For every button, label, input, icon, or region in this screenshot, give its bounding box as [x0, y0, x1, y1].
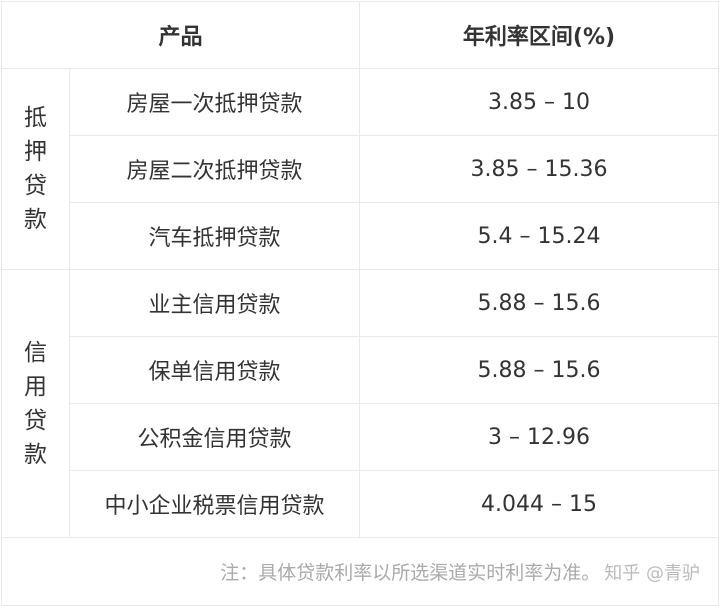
table-row: 中小企业税票信用贷款 4.044 – 15	[2, 470, 719, 538]
product-cell: 房屋二次抵押贷款	[68, 135, 361, 203]
table-row: 房屋二次抵押贷款 3.85 – 15.36	[2, 135, 719, 203]
rate-cell: 5.88 – 15.6	[359, 336, 719, 404]
header-row: 产品 年利率区间(%)	[0, 1, 719, 69]
table-row: 信 用 贷 款 业主信用贷款 5.88 – 15.6	[1, 269, 719, 538]
category-mortgage-loan: 抵 押 贷 款	[1, 68, 70, 270]
rate-cell: 4.044 – 15	[359, 470, 719, 538]
rate-cell: 5.4 – 15.24	[359, 202, 719, 270]
category-char: 贷	[24, 173, 47, 199]
category-char: 信	[24, 339, 47, 366]
rate-cell: 3.85 – 10	[359, 68, 719, 136]
product-cell: 业主信用贷款	[68, 269, 361, 337]
header-rate-range: 年利率区间(%)	[359, 1, 719, 69]
header-product: 产品	[0, 1, 361, 69]
product-cell: 汽车抵押贷款	[68, 202, 361, 270]
table-row: 公积金信用贷款 3 – 12.96	[2, 403, 719, 471]
footer-row: 注：具体贷款利率以所选渠道实时利率为准。 知乎 @青驴	[1, 537, 719, 606]
table-row: 汽车抵押贷款 5.4 – 15.24	[2, 202, 719, 270]
table-row: 保单信用贷款 5.88 – 15.6	[2, 336, 719, 404]
category-char: 用	[24, 373, 47, 400]
rate-cell: 3 – 12.96	[359, 403, 719, 471]
rate-cell: 3.85 – 15.36	[359, 135, 719, 203]
product-cell: 房屋一次抵押贷款	[68, 68, 361, 136]
product-cell: 公积金信用贷款	[68, 403, 361, 471]
category-credit-loan: 信 用 贷 款	[1, 269, 70, 538]
product-cell: 中小企业税票信用贷款	[68, 470, 361, 538]
category-char: 贷	[24, 407, 47, 434]
footer-note: 注：具体贷款利率以所选渠道实时利率为准。	[220, 562, 601, 584]
category-char: 款	[24, 207, 47, 233]
product-cell: 保单信用贷款	[68, 336, 361, 404]
category-char: 押	[24, 139, 47, 165]
category-char: 款	[24, 441, 47, 468]
table-row: 抵 押 贷 款 房屋一次抵押贷款 3.85 – 10	[1, 68, 719, 270]
footer-cell: 注：具体贷款利率以所选渠道实时利率为准。 知乎 @青驴	[1, 537, 719, 606]
rate-cell: 5.88 – 15.6	[359, 269, 719, 337]
watermark: 知乎 @青驴	[604, 563, 700, 584]
category-char: 抵	[24, 105, 47, 131]
